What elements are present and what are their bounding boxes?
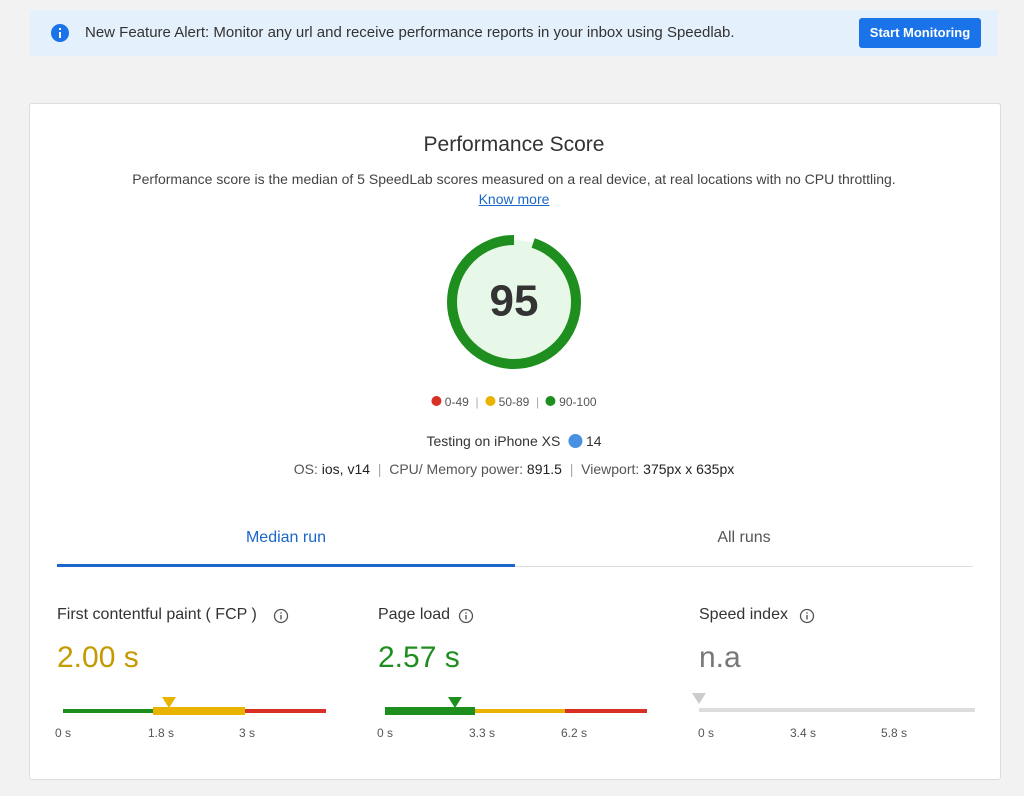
viewport-value: 375px x 635px (643, 461, 735, 477)
cpu-label: CPU/ Memory power: (389, 461, 524, 477)
value-marker (692, 693, 706, 704)
range-good (385, 707, 475, 715)
scale-label: 3.3 s (468, 726, 496, 740)
tab-median[interactable]: Median run (245, 529, 327, 546)
scale-label: 5.8 s (880, 726, 908, 740)
scale-label: 0 s (54, 726, 72, 740)
metric-label: Page load (378, 606, 451, 623)
scale-label: 6.2 s (560, 726, 588, 740)
scale-label: 3.4 s (789, 726, 817, 740)
info-icon (51, 24, 69, 42)
tab-divider (57, 566, 973, 567)
legend-item: 90-100 (559, 395, 597, 409)
range-empty (699, 708, 975, 712)
testing-device: Testing on iPhone XS (426, 433, 561, 449)
device-specs: OS: ios, v14 | CPU/ Memory power: 891.5 … (293, 461, 735, 477)
legend-item: 0-49 (444, 395, 469, 409)
browser-version: 14 (585, 433, 602, 449)
score-card (29, 103, 1001, 780)
score-description: Performance score is the median of 5 Spe… (132, 171, 896, 187)
range-average (153, 707, 245, 715)
metric-value: 2.57 s (378, 641, 460, 674)
score-ring: 95 (447, 235, 581, 369)
value-marker (448, 697, 462, 708)
scale-label: 3 s (238, 726, 256, 740)
score-value: 95 (490, 277, 539, 326)
range-good (63, 709, 153, 713)
metric-value: n.a (699, 641, 741, 674)
tab-all[interactable]: All runs (717, 529, 771, 546)
know-more-link[interactable]: Know more (478, 191, 550, 207)
scale-label: 0 s (376, 726, 394, 740)
info-icon (273, 608, 289, 624)
metric-value: 2.00 s (57, 641, 139, 674)
cpu-value: 891.5 (526, 461, 562, 477)
scale-label: 1.8 s (147, 726, 175, 740)
score-title: Performance Score (423, 133, 605, 156)
score-arc (447, 235, 581, 369)
tab-indicator (57, 564, 515, 567)
ring-fill (452, 240, 576, 364)
viewport-label: Viewport: (581, 461, 640, 477)
legend-item: 50-89 (498, 395, 530, 409)
range-average (475, 709, 565, 713)
info-icon (458, 608, 474, 624)
score-legend: 0-49 | 50-89 | 90-100 (431, 395, 597, 409)
device-line: Testing on iPhone XS 14 (426, 433, 601, 449)
start-monitoring-button[interactable]: Start Monitoring (859, 18, 981, 48)
range-poor (245, 709, 326, 713)
metric-label: Speed index (699, 606, 788, 623)
feature-banner (30, 10, 998, 56)
os-label: OS: (293, 461, 318, 477)
banner-text: New Feature Alert: Monitor any url and r… (85, 24, 735, 41)
os-value: ios, v14 (321, 461, 371, 477)
value-marker (162, 697, 176, 708)
browser-icon (568, 434, 583, 448)
scale-label: 0 s (697, 726, 715, 740)
info-icon (799, 608, 815, 624)
range-poor (565, 709, 647, 713)
metric-label: First contentful paint ( FCP ) (57, 606, 257, 623)
